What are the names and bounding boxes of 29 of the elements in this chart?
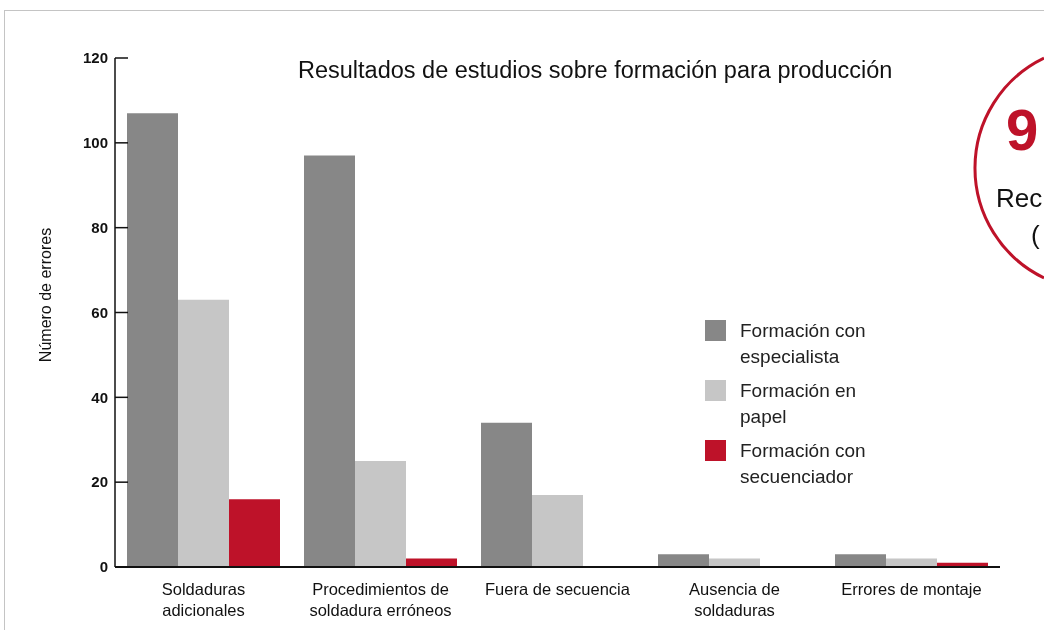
- x-tick-label: Ausencia de soldaduras: [689, 579, 780, 619]
- y-tick-label: 20: [91, 473, 108, 491]
- legend-label: Formación con secuenciador: [740, 439, 867, 489]
- bar: [835, 554, 886, 567]
- bar: [304, 155, 355, 567]
- x-tick-label: Procedimientos de soldadura erróneos: [309, 579, 452, 619]
- bar: [658, 554, 709, 567]
- y-tick-label: 40: [91, 388, 108, 406]
- legend-label: Formación con especialista: [740, 319, 867, 369]
- y-axis-title: Número de errores: [37, 227, 54, 363]
- y-tick-label: 0: [99, 558, 108, 576]
- bar: [481, 422, 532, 567]
- annotation: Rec: [996, 183, 1043, 213]
- bar: [229, 499, 280, 567]
- bar: [127, 113, 178, 567]
- y-tick-label: 80: [91, 218, 108, 236]
- text: 9: [1006, 97, 1039, 162]
- bar: [178, 299, 229, 567]
- bar: [355, 460, 406, 567]
- x-tick-label: Fuera de secuencia: [485, 579, 631, 598]
- bar: [532, 494, 583, 567]
- x-tick-label: Soldaduras adicionales: [161, 579, 246, 619]
- x-tick-label: Errores de montaje: [841, 579, 982, 598]
- chart-title: Resultados de estudios sobre formación para producción: [298, 57, 893, 84]
- y-tick-label: 120: [82, 49, 108, 67]
- y-tick-label: 100: [82, 134, 108, 152]
- y-tick-label: 60: [91, 303, 108, 321]
- text: (: [1031, 220, 1040, 250]
- legend-label: Formación en papel: [740, 379, 858, 429]
